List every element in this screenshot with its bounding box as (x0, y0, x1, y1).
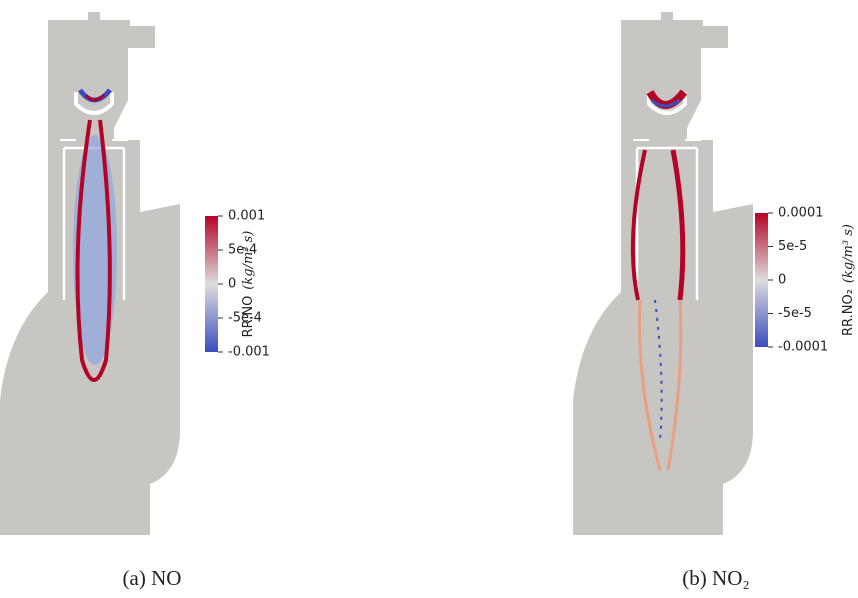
colorbar-tick-label: 0.0001 (778, 206, 824, 221)
colorbar-label: RR.NO₂ (841, 289, 856, 336)
panel-b (573, 12, 753, 535)
colorbar-tick-label: 0.001 (228, 209, 265, 224)
colorbar-unit: (kg/m³ s) (841, 224, 856, 283)
colorbar-tick-label: -0.0001 (778, 340, 828, 355)
colorbar (205, 216, 218, 352)
colorbar-tick-label: -5e-5 (778, 306, 812, 321)
colorbar-unit: (kg/m³ s) (241, 231, 256, 290)
colorbar-title: RR.NO₂ (kg/m³ s) (841, 224, 856, 336)
colorbar-title: RR.NO (kg/m³ s) (241, 231, 256, 338)
caption: (a) NO (123, 566, 182, 590)
panel-a (0, 12, 180, 535)
colorbar (755, 213, 768, 347)
colorbar-tick-label: -0.001 (228, 345, 270, 360)
colorbar-tick-label: 5e-5 (778, 239, 807, 254)
colorbar-tick-label: 0 (228, 277, 236, 292)
colorbar-tick-label: 0 (778, 273, 786, 288)
colorbar-label: RR.NO (241, 296, 256, 338)
figure: (a) NO0.0015e-40-5e-4-0.001RR.NO(kg/m³ s… (0, 0, 858, 598)
caption: (b) NO₂ (682, 566, 749, 590)
